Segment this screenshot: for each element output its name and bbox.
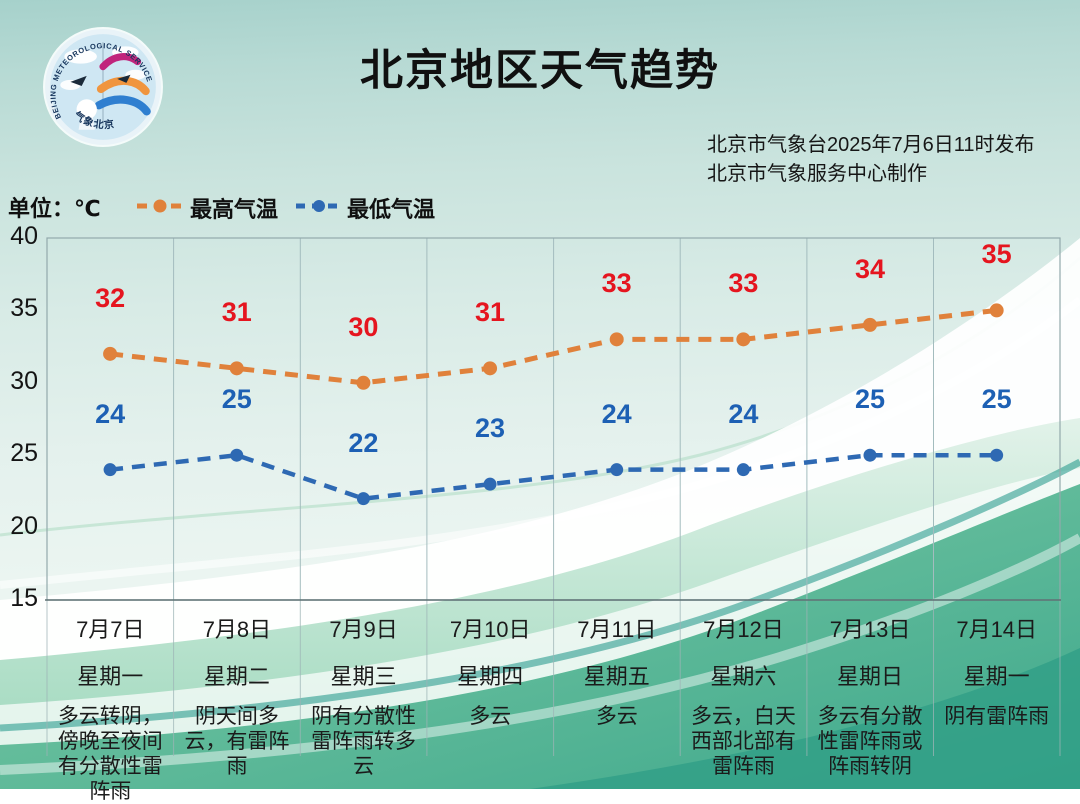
- day-table: 7月7日 星期一 多云转阴，傍晚至夜间有分散性雷阵雨 7月8日 星期二 阴天间多…: [47, 600, 1060, 803]
- logo-magenta-ribbon: [99, 53, 142, 71]
- y-tick-20: 20: [10, 512, 38, 540]
- unit-label: 单位：℃: [8, 196, 101, 221]
- day-column-8: 7月14日 星期一 阴有雷阵雨: [933, 600, 1060, 786]
- high-temp-line: [109, 307, 997, 386]
- day-weekday: 星期日: [837, 664, 904, 689]
- page-title: 北京地区天气趋势: [360, 47, 720, 95]
- day-weather: 多云，白天西部北部有雷阵雨: [690, 705, 796, 778]
- day-weather: 阴有分散性雷阵雨转多云: [311, 705, 417, 778]
- low-temp-legend-marker: [296, 200, 342, 212]
- day-weather: 多云: [469, 705, 512, 728]
- day-weekday: 星期三: [330, 664, 397, 689]
- high-temp-point-0: [103, 346, 118, 361]
- y-tick-40: 40: [10, 222, 38, 250]
- wave-white-line-2: [0, 533, 1080, 775]
- day-weekday: 星期一: [963, 664, 1030, 689]
- issued-line-2: 北京市气象服务中心制作: [707, 163, 927, 185]
- low-temp-legend-label: 最低气温: [347, 197, 436, 222]
- day-date: 7月9日: [329, 617, 398, 642]
- high-temp-legend-marker: [137, 199, 183, 213]
- wave-teal-line: [0, 458, 1080, 732]
- high-temp-point-5: [736, 332, 751, 347]
- high-temp-series: [103, 303, 1004, 390]
- day-date: 7月12日: [703, 617, 784, 642]
- issued-info: 北京市气象台2025年7月6日11时发布 北京市气象服务中心制作: [707, 131, 1035, 189]
- low-temp-point-4: [610, 463, 624, 477]
- day-column-2: 7月8日 星期二 阴天间多云，有雷阵雨: [174, 600, 301, 786]
- chart-gridlines: [46, 238, 1061, 600]
- low-temp-point-1: [230, 448, 244, 462]
- day-date: 7月7日: [76, 617, 145, 642]
- logo-bird-right: [117, 74, 131, 83]
- low-temp-line: [109, 452, 997, 501]
- day-weekday: 星期五: [583, 664, 650, 689]
- day-column-7: 7月13日 星期日 多云有分散性雷阵雨或阵雨转阴: [807, 600, 934, 786]
- day-weekday: 星期二: [203, 664, 270, 689]
- low-temp-point-2: [356, 492, 370, 506]
- day-column-6: 7月12日 星期六 多云，白天西部北部有雷阵雨: [680, 600, 807, 786]
- day-weather: 多云有分散性雷阵雨或阵雨转阴: [817, 705, 923, 778]
- beijing-meteorological-service-logo: BEIJING METEOROLOGICAL SERVICE 气象北京: [43, 27, 163, 147]
- low-temp-series: [103, 448, 1004, 506]
- day-weather: 阴天间多云，有雷阵雨: [184, 705, 290, 778]
- high-temp-point-1: [229, 361, 244, 376]
- low-temp-point-7: [990, 448, 1004, 462]
- day-table-column-lines: [46, 600, 1061, 756]
- day-date: 7月13日: [829, 617, 911, 642]
- high-temp-legend-label: 最高气温: [190, 197, 279, 222]
- day-date: 7月8日: [202, 617, 272, 642]
- day-column-3: 7月9日 星期三 阴有分散性雷阵雨转多云: [300, 600, 427, 786]
- y-tick-25: 25: [10, 439, 38, 467]
- low-temp-point-6: [863, 448, 877, 462]
- logo-radar-dome: [76, 99, 97, 120]
- high-temp-point-2: [356, 375, 371, 390]
- day-date: 7月14日: [956, 617, 1038, 642]
- day-weekday: 星期六: [710, 664, 777, 689]
- high-temp-point-3: [483, 361, 498, 376]
- y-tick-15: 15: [10, 584, 38, 612]
- y-tick-35: 35: [10, 294, 38, 322]
- day-weather: 阴有雷阵雨: [944, 705, 1050, 728]
- day-date: 7月10日: [449, 617, 531, 642]
- low-temp-point-0: [103, 463, 117, 477]
- logo-bird-left: [70, 75, 87, 86]
- high-temp-point-7: [989, 303, 1004, 318]
- issued-line-1: 北京市气象台2025年7月6日11时发布: [707, 134, 1035, 156]
- high-temp-point-4: [609, 332, 624, 347]
- low-temp-point-5: [736, 463, 750, 477]
- day-weekday: 星期一: [77, 664, 144, 689]
- wave-green-band: [0, 484, 1080, 789]
- high-temp-point-6: [863, 317, 877, 332]
- day-date: 7月11日: [577, 617, 657, 642]
- day-column-4: 7月10日 星期四 多云: [427, 600, 554, 786]
- day-weekday: 星期四: [457, 664, 524, 689]
- day-weather: 多云: [595, 705, 638, 728]
- day-column-1: 7月7日 星期一 多云转阴，傍晚至夜间有分散性雷阵雨: [47, 600, 174, 803]
- y-tick-30: 30: [10, 367, 38, 395]
- logo-radar-base: [78, 117, 95, 130]
- logo-blue-ribbon: [94, 95, 151, 116]
- day-column-5: 7月11日 星期五 多云: [554, 600, 681, 786]
- wave-dark-corner: [530, 648, 1080, 789]
- day-weather: 多云转阴，傍晚至夜间有分散性雷阵雨: [57, 705, 163, 803]
- low-temp-point-3: [483, 477, 497, 491]
